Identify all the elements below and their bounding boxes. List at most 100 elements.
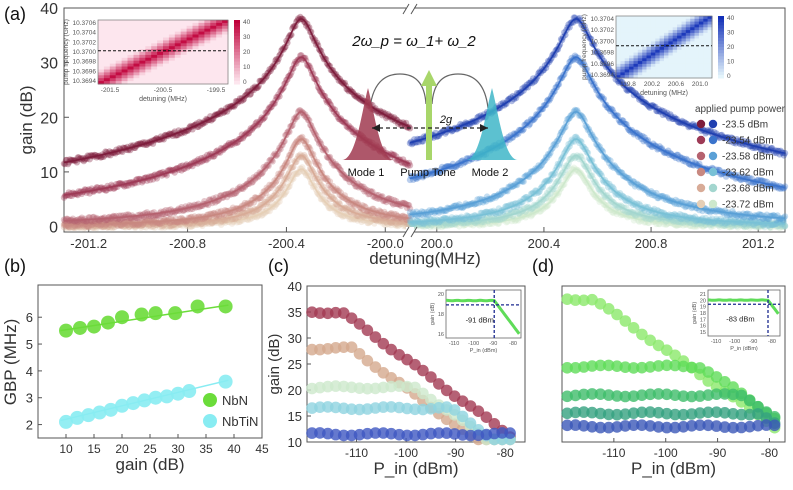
a-inset-left-heat-cell <box>163 31 170 35</box>
a-inset-left-heat-cell <box>216 46 223 50</box>
a-inset-left-heat-cell <box>186 20 193 24</box>
a-mode2-label: Mode 2 <box>472 167 509 179</box>
a-inset-left-heat-cell <box>127 46 134 50</box>
a-inset-left-heat-cell <box>163 34 170 38</box>
a-inset-left-heat-cell <box>210 52 217 56</box>
a-inset-left-heat-cell <box>139 43 146 47</box>
a-inset-left-heat-cell <box>109 34 117 38</box>
a-inset-left-heat-cell <box>222 34 229 38</box>
a-inset-left-heat-cell <box>222 63 229 67</box>
a-inset-left-heat-cell <box>216 31 223 35</box>
a-inset-left-heat-cell <box>109 25 117 30</box>
a-inset-left-heat-cell <box>186 46 193 50</box>
a-data-point <box>592 193 599 200</box>
a-inset-left-heat-cell <box>151 60 158 65</box>
a-inset-right-heat-cell <box>620 69 626 73</box>
a-inset-left-heat-cell <box>168 28 176 33</box>
a-inset-left-heat-cell <box>133 75 140 79</box>
a-inset-left-heat-cell <box>198 22 205 27</box>
a-inset-left-heat-cell <box>98 54 105 59</box>
a-inset-left-heat-cell <box>109 66 117 70</box>
a-inset-left-heat-cell <box>151 34 158 38</box>
a-inset-left-heat-cell <box>127 75 134 79</box>
a-inset-left-heat-cell <box>151 37 158 41</box>
a-inset-left-heat-cell <box>127 63 134 67</box>
a-inset-left-heat-cell <box>216 34 223 38</box>
a-inset-left-heat-cell <box>127 60 134 65</box>
a-inset-left-colorbar-cell <box>234 77 240 82</box>
a-inset-left-heat-cell <box>192 40 199 44</box>
a-inset-left-heat-cell <box>98 25 105 30</box>
a-inset-left-heat-cell <box>210 40 217 44</box>
a-inset-left-heat-cell <box>103 54 111 59</box>
a-inset-left-heat-cell <box>133 28 140 33</box>
a-inset-left-heatmap <box>98 20 229 85</box>
a-inset-left-heat-cell <box>133 52 140 56</box>
a-inset-left-colorbar-cell <box>234 68 240 72</box>
a-inset-left-heat-cell <box>210 66 217 70</box>
a-inset-left-heat-cell <box>121 43 128 47</box>
a-inset-left-heat-cell <box>109 37 117 41</box>
a-inset-left-heat-cell <box>151 46 158 50</box>
a-data-point <box>543 203 551 210</box>
a-inset-left-heat-cell <box>103 40 111 44</box>
a-inset-left-heat-cell <box>151 78 158 82</box>
a-inset-left-heat-cell <box>157 34 164 38</box>
a-inset-left-heat-cell <box>98 69 105 73</box>
a-inset-left-heat-cell <box>145 37 152 41</box>
a-inset-left-heat-cell <box>115 34 123 38</box>
a-inset-left-heat-cell <box>198 63 205 67</box>
a-inset-left-heat-cell <box>198 25 205 30</box>
a-inset-left-heat-cell <box>151 52 158 56</box>
a-inset-left-heat-cell <box>186 37 193 41</box>
a-inset-left-heat-cell <box>186 63 193 67</box>
a-inset-right-heat-cell <box>633 38 639 42</box>
a-inset-left-heat-cell <box>174 69 182 73</box>
a-inset-left-y-tick-label: 10.3700 <box>73 49 97 56</box>
a-inset-left-heat-cell <box>98 63 105 67</box>
a-inset-left-heat-cell <box>157 25 164 30</box>
a-inset-left-heat-cell <box>180 34 188 38</box>
a-inset-left-heat-cell <box>180 54 188 59</box>
a-inset-left-heat-cell <box>139 54 146 59</box>
a-inset-left-heat-cell <box>210 31 217 35</box>
a-inset-left-heat-cell <box>174 63 182 67</box>
a-inset-left-heat-cell <box>163 75 170 79</box>
a-inset-left-heat-cell <box>145 34 152 38</box>
a-inset-left-heat-cell <box>109 75 117 79</box>
a-inset-left-heat-cell <box>121 52 128 56</box>
a-inset-left-heat-cell <box>163 20 170 24</box>
a-inset-left-heat-cell <box>168 34 176 38</box>
a-inset-right-heat-cell <box>637 52 643 56</box>
a-inset-left-heat-cell <box>157 69 164 73</box>
a-inset-left-heat-cell <box>192 37 199 41</box>
a-x-axis-label: detuning(MHz) <box>369 249 481 268</box>
a-inset-left-y-tick-label: 10.3706 <box>73 20 97 27</box>
a-data-point <box>536 208 543 215</box>
a-inset-left-heat-cell <box>109 52 117 56</box>
a-inset-left-heat-cell <box>216 66 223 70</box>
a-inset-left-heat-cell <box>103 69 111 73</box>
a-inset-left-heat-cell <box>121 25 128 30</box>
a-inset-left-heat-cell <box>145 78 152 82</box>
a-inset-left-heat-cell <box>168 75 176 79</box>
a-inset-left-heat-cell <box>109 28 117 33</box>
a-inset-left-heat-cell <box>216 57 223 62</box>
a-inset-right-heat-cell <box>642 69 648 73</box>
a-inset-left-heat-cell <box>174 46 182 50</box>
a-inset-left-heat-cell <box>127 52 134 56</box>
a-inset-left-heat-cell <box>98 31 105 35</box>
a-inset-left-heat-cell <box>98 66 105 70</box>
a-inset-left-heat-cell <box>180 78 188 82</box>
a-inset-left-heat-cell <box>180 52 188 56</box>
a-data-point <box>273 201 280 208</box>
a-inset-left-heat-cell <box>168 72 176 76</box>
a-inset-left-heat-cell <box>204 54 211 59</box>
a-y-tick-label: 20 <box>40 110 58 127</box>
a-inset-left-heat-cell <box>157 57 164 62</box>
a-y-tick-label: 0 <box>49 220 58 237</box>
a-inset-left-heat-cell <box>222 69 229 73</box>
a-inset-right-heat-cell <box>629 21 634 25</box>
a-inset-left-heat-cell <box>192 46 199 50</box>
a-inset-left-heat-cell <box>174 57 182 62</box>
